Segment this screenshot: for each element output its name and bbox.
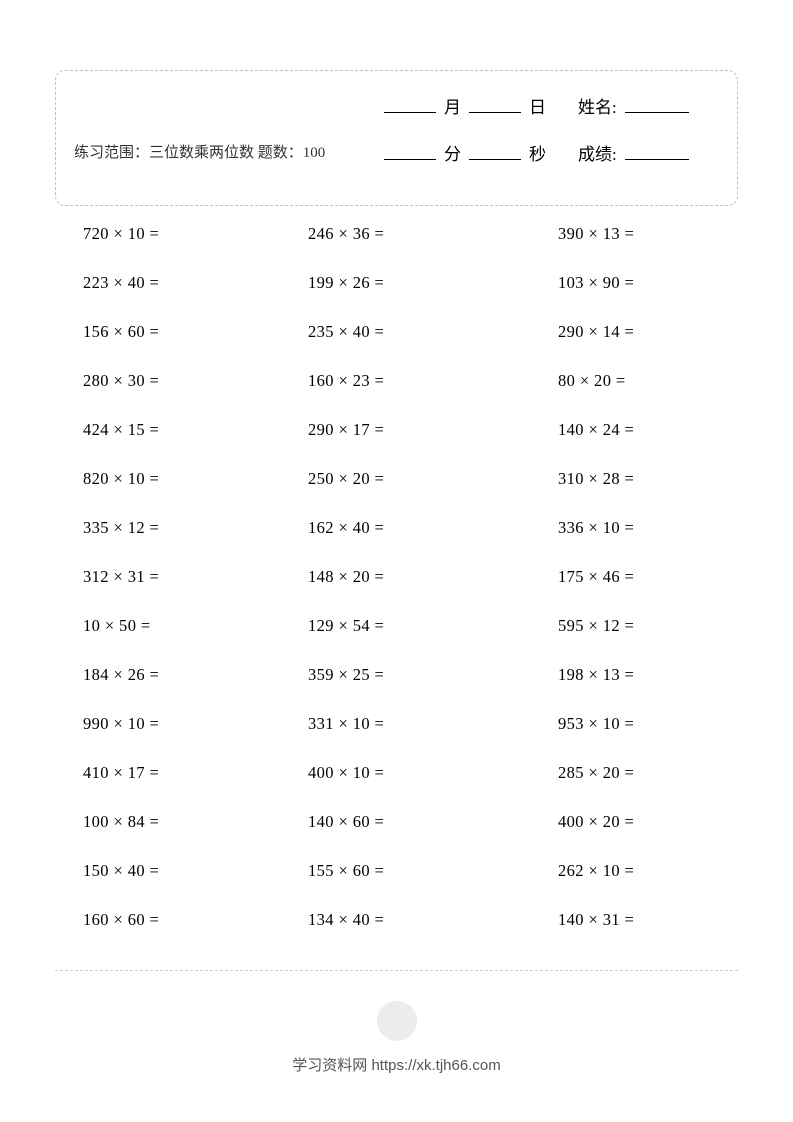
problem-cell: 310 × 28 = [558, 469, 710, 489]
problem-cell: 148 × 20 = [308, 567, 558, 587]
problem-cell: 140 × 60 = [308, 812, 558, 832]
problem-cell: 235 × 40 = [308, 322, 558, 342]
problem-cell: 160 × 60 = [83, 910, 308, 930]
problem-cell: 720 × 10 = [83, 224, 308, 244]
divider-line [55, 970, 738, 971]
footer-dot-icon [377, 1001, 417, 1041]
problem-cell: 990 × 10 = [83, 714, 308, 734]
scope-text: 练习范围：三位数乘两位数 题数：100 [74, 93, 384, 187]
problem-cell: 155 × 60 = [308, 861, 558, 881]
problem-cell: 175 × 46 = [558, 567, 710, 587]
second-label: 秒 [529, 140, 546, 165]
second-blank [469, 142, 521, 160]
problem-cell: 595 × 12 = [558, 616, 710, 636]
problem-cell: 134 × 40 = [308, 910, 558, 930]
problem-cell: 400 × 10 = [308, 763, 558, 783]
problem-cell: 820 × 10 = [83, 469, 308, 489]
name-label: 姓名: [578, 93, 617, 118]
score-blank [625, 142, 689, 160]
problem-row: 990 × 10 =331 × 10 =953 × 10 = [83, 714, 710, 734]
problem-cell: 285 × 20 = [558, 763, 710, 783]
footer-text: 学习资料网 https://xk.tjh66.com [55, 1054, 738, 1075]
problem-cell: 246 × 36 = [308, 224, 558, 244]
problem-cell: 424 × 15 = [83, 420, 308, 440]
problem-row: 820 × 10 =250 × 20 =310 × 28 = [83, 469, 710, 489]
problem-row: 223 × 40 =199 × 26 =103 × 90 = [83, 273, 710, 293]
problem-row: 335 × 12 =162 × 40 =336 × 10 = [83, 518, 710, 538]
problem-cell: 262 × 10 = [558, 861, 710, 881]
problem-cell: 140 × 24 = [558, 420, 710, 440]
problem-cell: 156 × 60 = [83, 322, 308, 342]
day-blank [469, 95, 521, 113]
problem-cell: 80 × 20 = [558, 371, 710, 391]
footer: 学习资料网 https://xk.tjh66.com [55, 1001, 738, 1075]
problem-cell: 10 × 50 = [83, 616, 308, 636]
problem-row: 184 × 26 =359 × 25 =198 × 13 = [83, 665, 710, 685]
problem-cell: 290 × 17 = [308, 420, 558, 440]
problem-cell: 359 × 25 = [308, 665, 558, 685]
problem-row: 10 × 50 =129 × 54 =595 × 12 = [83, 616, 710, 636]
minute-label: 分 [444, 140, 461, 165]
problem-cell: 198 × 13 = [558, 665, 710, 685]
problem-cell: 223 × 40 = [83, 273, 308, 293]
problem-cell: 160 × 23 = [308, 371, 558, 391]
problem-cell: 400 × 20 = [558, 812, 710, 832]
problem-cell: 390 × 13 = [558, 224, 710, 244]
header-box: 练习范围：三位数乘两位数 题数：100 月 日 姓名: 分 秒 成绩: [55, 70, 738, 206]
score-label: 成绩: [578, 140, 617, 165]
problem-cell: 331 × 10 = [308, 714, 558, 734]
month-blank [384, 95, 436, 113]
problems-grid: 720 × 10 =246 × 36 =390 × 13 = 223 × 40 … [55, 224, 738, 930]
problem-row: 100 × 84 =140 × 60 =400 × 20 = [83, 812, 710, 832]
problem-row: 312 × 31 =148 × 20 =175 × 46 = [83, 567, 710, 587]
problem-row: 410 × 17 =400 × 10 =285 × 20 = [83, 763, 710, 783]
problem-row: 720 × 10 =246 × 36 =390 × 13 = [83, 224, 710, 244]
problem-cell: 280 × 30 = [83, 371, 308, 391]
problem-cell: 162 × 40 = [308, 518, 558, 538]
problem-cell: 184 × 26 = [83, 665, 308, 685]
month-label: 月 [444, 93, 461, 118]
date-name-line: 月 日 姓名: [384, 93, 719, 118]
problem-cell: 150 × 40 = [83, 861, 308, 881]
problem-row: 280 × 30 =160 × 23 =80 × 20 = [83, 371, 710, 391]
problem-cell: 103 × 90 = [558, 273, 710, 293]
header-fields: 月 日 姓名: 分 秒 成绩: [384, 93, 719, 187]
problem-cell: 410 × 17 = [83, 763, 308, 783]
problem-cell: 100 × 84 = [83, 812, 308, 832]
problem-cell: 250 × 20 = [308, 469, 558, 489]
problem-row: 160 × 60 =134 × 40 =140 × 31 = [83, 910, 710, 930]
problem-cell: 312 × 31 = [83, 567, 308, 587]
problem-cell: 335 × 12 = [83, 518, 308, 538]
minute-blank [384, 142, 436, 160]
name-blank [625, 95, 689, 113]
problem-cell: 199 × 26 = [308, 273, 558, 293]
time-score-line: 分 秒 成绩: [384, 140, 719, 165]
problem-row: 150 × 40 =155 × 60 =262 × 10 = [83, 861, 710, 881]
day-label: 日 [529, 93, 546, 118]
problem-cell: 129 × 54 = [308, 616, 558, 636]
problem-cell: 290 × 14 = [558, 322, 710, 342]
problem-cell: 953 × 10 = [558, 714, 710, 734]
problem-row: 424 × 15 =290 × 17 =140 × 24 = [83, 420, 710, 440]
problem-row: 156 × 60 =235 × 40 =290 × 14 = [83, 322, 710, 342]
worksheet-page: 练习范围：三位数乘两位数 题数：100 月 日 姓名: 分 秒 成绩: [0, 0, 793, 1075]
problem-cell: 140 × 31 = [558, 910, 710, 930]
problem-cell: 336 × 10 = [558, 518, 710, 538]
